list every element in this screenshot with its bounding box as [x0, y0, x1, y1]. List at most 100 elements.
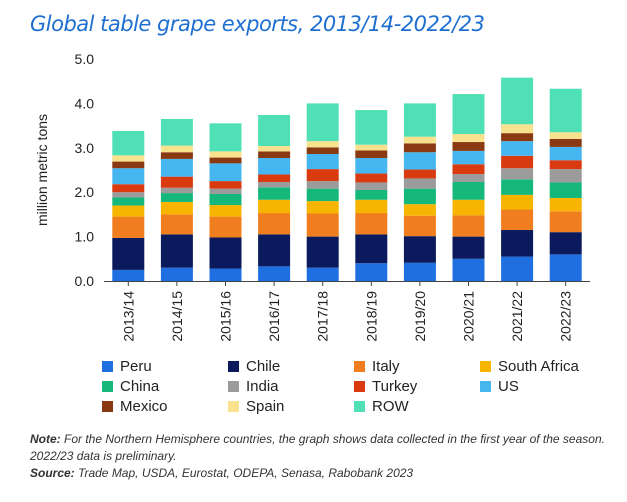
bar-segment-italy: [160, 214, 193, 235]
bar-segment-row: [258, 114, 291, 147]
x-tick-label: 2015/16: [218, 291, 234, 342]
bar-segment-india: [452, 173, 485, 182]
bar-segment-india: [403, 178, 436, 189]
legend-item-peru: Peru: [102, 358, 152, 375]
bar-segment-spain: [112, 155, 145, 162]
bar-segment-chile: [549, 232, 582, 255]
legend-label: Peru: [120, 358, 152, 375]
legend-swatch: [102, 361, 113, 372]
bar-segment-india: [355, 182, 388, 190]
bar-segment-south-africa: [403, 204, 436, 216]
legend-label: ROW: [372, 398, 409, 415]
bar-segment-china: [501, 179, 534, 195]
bar-segment-us: [258, 158, 291, 175]
x-tick-label: 2020/21: [461, 291, 477, 342]
bar-segment-chile: [258, 234, 291, 267]
bar-segment-chile: [501, 229, 534, 257]
bar-segment-peru: [549, 254, 582, 281]
source-label: Source:: [30, 466, 75, 480]
legend-item-turkey: Turkey: [354, 378, 417, 395]
bar-segment-italy: [403, 215, 436, 237]
legend-label: Turkey: [372, 378, 418, 395]
bar-segment-mexico: [355, 150, 388, 159]
bar-segment-turkey: [160, 176, 193, 188]
bar-segment-row: [501, 77, 534, 125]
bar-segment-spain: [549, 132, 582, 139]
legend-item-us: US: [480, 378, 519, 395]
bar-segment-row: [355, 110, 388, 145]
bar-segment-italy: [306, 213, 339, 237]
bar-segment-peru: [403, 262, 436, 281]
bar-segment-peru: [209, 268, 242, 281]
bar-segment-row: [403, 103, 436, 137]
y-tick-label: 2.0: [75, 184, 95, 200]
bar-segment-row: [549, 88, 582, 133]
bar-segment-mexico: [452, 142, 485, 151]
note-text: For the Northern Hemisphere countries, t…: [30, 432, 605, 463]
legend-swatch: [228, 381, 239, 392]
legend-swatch: [228, 361, 239, 372]
bar-segment-mexico: [501, 133, 534, 142]
y-tick-label: 4.0: [75, 95, 95, 111]
bar-segment-row: [160, 118, 193, 146]
source-text: Trade Map, USDA, Eurostat, ODEPA, Senasa…: [74, 466, 414, 480]
bar-segment-spain: [306, 141, 339, 148]
bar-segment-chile: [452, 236, 485, 259]
bar-segment-italy: [452, 215, 485, 237]
legend-label: Italy: [372, 358, 400, 375]
bar-segment-mexico: [403, 143, 436, 153]
bar-segment-india: [209, 188, 242, 194]
y-tick-label: 3.0: [75, 140, 95, 156]
bar-segment-turkey: [549, 160, 582, 170]
bar-segment-chile: [209, 237, 242, 269]
bar-segment-spain: [209, 151, 242, 158]
bar-segment-italy: [501, 209, 534, 230]
y-tick-label: 0.0: [75, 273, 95, 289]
bar-segment-china: [452, 181, 485, 200]
legend-label: Mexico: [120, 398, 168, 415]
bar-segment-south-africa: [258, 199, 291, 214]
x-tick-label: 2019/20: [412, 291, 428, 342]
bar-segment-us: [209, 163, 242, 182]
bar-segment-india: [306, 181, 339, 189]
bar-segment-italy: [355, 213, 388, 235]
legend-swatch: [228, 401, 239, 412]
bar-segment-spain: [258, 146, 291, 152]
bar-segment-turkey: [306, 169, 339, 182]
stacked-bar-chart: 0.0 1.0 2.0 3.0 4.0 5.0 million metric tons 201…: [34, 51, 590, 342]
bar-segment-us: [160, 158, 193, 177]
bar-segment-turkey: [209, 181, 242, 189]
bar-segment-row: [306, 103, 339, 142]
bar-segment-south-africa: [355, 199, 388, 214]
y-tick-label: 5.0: [75, 51, 95, 67]
bar-segment-row: [209, 123, 242, 152]
legend-swatch: [102, 401, 113, 412]
legend-label: US: [498, 378, 519, 395]
bar-segment-peru: [355, 263, 388, 281]
bar-segment-south-africa: [160, 201, 193, 215]
bar-segment-italy: [258, 213, 291, 235]
bar-segment-south-africa: [112, 205, 145, 217]
legend-item-china: China: [102, 378, 159, 395]
bar-segment-turkey: [355, 173, 388, 183]
bar-segment-china: [160, 193, 193, 202]
bar-segment-india: [258, 181, 291, 188]
legend-item-row: ROW: [354, 398, 409, 415]
bar-segment-china: [549, 182, 582, 198]
bar-segment-india: [549, 169, 582, 183]
bar-segment-peru: [306, 267, 339, 281]
legend-label: China: [120, 378, 160, 395]
bar-segment-south-africa: [209, 205, 242, 217]
bar-segment-italy: [549, 211, 582, 233]
bar-segment-spain: [452, 134, 485, 143]
bar-segment-row: [452, 94, 485, 135]
bar-segment-chile: [403, 236, 436, 263]
bar-segment-us: [403, 152, 436, 170]
x-tick-label: 2017/18: [315, 291, 331, 342]
bar-segment-spain: [403, 136, 436, 144]
note-label: Note:: [30, 432, 61, 446]
bar-segment-mexico: [306, 147, 339, 155]
y-axis-label: million metric tons: [34, 114, 50, 226]
bar-segment-mexico: [112, 161, 145, 169]
x-tick-label: 2018/19: [363, 291, 379, 342]
